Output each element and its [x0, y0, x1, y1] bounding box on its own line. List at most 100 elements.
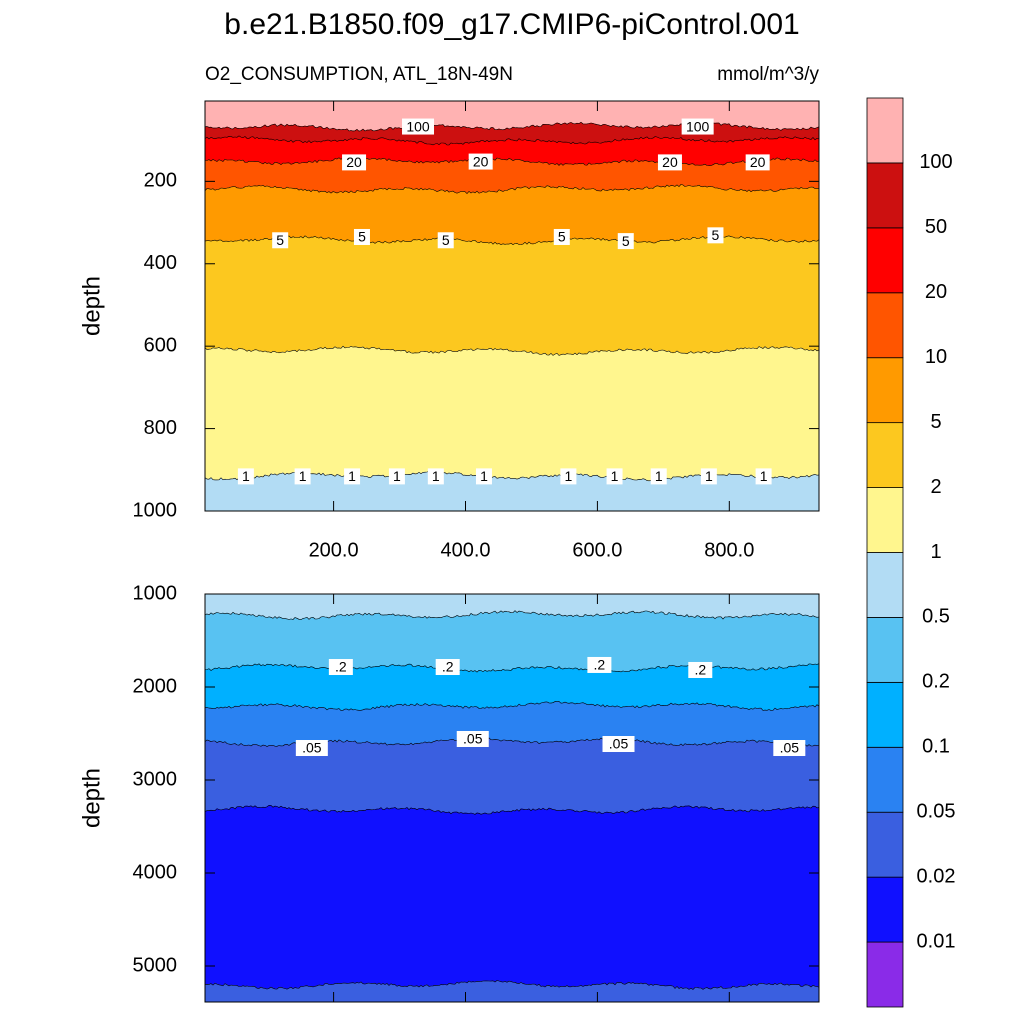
colorbar-label: 0.01: [917, 930, 956, 952]
y-axis-label: depth: [78, 276, 105, 336]
contour-label: 1: [393, 468, 401, 484]
contour-label-box: [388, 468, 405, 485]
contour-band: [204, 235, 820, 356]
contour-label-box: [657, 154, 682, 171]
plot-frame: [204, 593, 820, 1003]
contour-band: [204, 184, 820, 245]
contour-label: .05: [302, 740, 322, 756]
plot-frame: [204, 100, 820, 512]
panel: 100 100 20 20 20 20 5 5 5 5 5 5 1 1 1 1 1 1 1 1 1 1 1: [204, 100, 820, 512]
contour-label-box: [294, 468, 311, 485]
contour-label-box: [353, 228, 370, 245]
contour-label: 20: [473, 153, 489, 169]
contour-line: [204, 663, 820, 673]
contour-line: [204, 804, 820, 815]
contour-label-box: [755, 468, 772, 485]
colorbar-label: 0.2: [922, 671, 950, 693]
contour-line: [204, 184, 820, 195]
contour-line: [204, 135, 819, 146]
contour-label-box: [606, 468, 623, 485]
subtitle-left: O2_CONSUMPTION, ATL_18N-49N: [205, 64, 513, 85]
contour-label-box: [435, 659, 460, 676]
contour-label: .05: [780, 740, 800, 756]
contour-label: .2: [594, 657, 606, 673]
contour-line: [205, 156, 820, 167]
colorbar-label: 0.05: [917, 800, 956, 822]
colorbar-label: 0.02: [917, 865, 956, 887]
contour-band: [204, 345, 820, 482]
colorbar-box: [866, 746, 904, 813]
y-tick-label: 4000: [133, 861, 178, 883]
colorbar-box: [866, 876, 904, 943]
y-tick-label: 800: [144, 417, 177, 439]
contour-band: [204, 804, 820, 990]
contour-label: 1: [299, 468, 307, 484]
contour-label-box: [560, 468, 577, 485]
contour-line: [204, 121, 820, 132]
contour-label: 1: [655, 468, 663, 484]
contour-label: 20: [346, 154, 362, 170]
colorbar-label: 5: [930, 411, 941, 433]
contour-label: .05: [463, 731, 483, 747]
y-tick-label: 1000: [133, 582, 178, 604]
contour-label-box: [553, 228, 570, 245]
contour-line: [204, 610, 820, 621]
contour-label: 20: [750, 154, 766, 170]
contour-label: 5: [442, 232, 450, 248]
contour-label-box: [237, 468, 254, 485]
contour-label-box: [344, 468, 361, 485]
contour-label-box: [688, 661, 713, 678]
contour-line: [204, 980, 820, 990]
y-tick-label: 600: [144, 334, 177, 356]
y-tick-label: 5000: [133, 954, 178, 976]
contour-label: 100: [686, 118, 710, 134]
colorbar-label: 0.5: [922, 606, 950, 628]
y-tick-label: 3000: [133, 768, 178, 790]
colorbar-box: [866, 487, 904, 553]
colorbar-label: 100: [919, 151, 952, 173]
contour-label-box: [342, 154, 367, 171]
contour-label-box: [700, 468, 717, 485]
x-tick-label: 200.0: [309, 539, 359, 561]
colorbar-box: [866, 617, 904, 683]
colorbar-box: [866, 97, 904, 164]
contour-line: [204, 701, 820, 711]
contour-label: 5: [276, 232, 284, 248]
contour-label-box: [745, 154, 770, 171]
contour-band: [204, 663, 820, 711]
contour-label: 1: [348, 468, 356, 484]
x-tick-label: 400.0: [440, 539, 490, 561]
contour-label-box: [272, 232, 289, 249]
contour-label: 1: [564, 468, 572, 484]
panel: .2 .2 .2 .2 .05 .05 .05 .05: [204, 593, 820, 1003]
contour-label-box: [617, 233, 634, 250]
contour-label-box: [468, 153, 493, 170]
colorbar-label: 1: [930, 541, 941, 563]
contour-label: 100: [406, 118, 430, 134]
contour-label: .2: [694, 662, 706, 678]
colorbar-box: [866, 162, 904, 229]
x-tick-label: 600.0: [572, 539, 622, 561]
contour-label-box: [681, 118, 714, 135]
contour-label: 1: [760, 468, 768, 484]
contour-band: [204, 610, 820, 673]
colorbar-box: [866, 357, 904, 424]
colorbar-box: [866, 681, 904, 748]
colorbar-label: 2: [930, 476, 941, 498]
contour-label: .05: [609, 736, 629, 752]
contour-label: 5: [358, 229, 366, 245]
contour-label-box: [437, 232, 454, 249]
contour-label: 5: [622, 233, 630, 249]
colorbar-label: 10: [925, 346, 947, 368]
contour-label: 1: [480, 468, 488, 484]
x-tick-label: 800.0: [704, 539, 754, 561]
y-tick-label: 1000: [133, 499, 178, 521]
contour-label-box: [773, 740, 806, 757]
colorbar-box: [866, 292, 904, 359]
contour-label-box: [602, 736, 635, 753]
colorbar-label: 0.1: [922, 736, 950, 758]
contour-label-box: [707, 227, 724, 244]
contour-label-box: [295, 740, 328, 757]
subtitle-right: mmol/m^3/y: [717, 64, 819, 85]
